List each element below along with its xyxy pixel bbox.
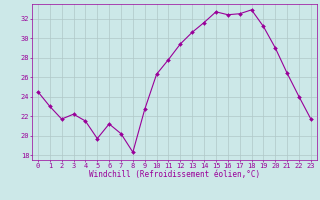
X-axis label: Windchill (Refroidissement éolien,°C): Windchill (Refroidissement éolien,°C) <box>89 170 260 179</box>
